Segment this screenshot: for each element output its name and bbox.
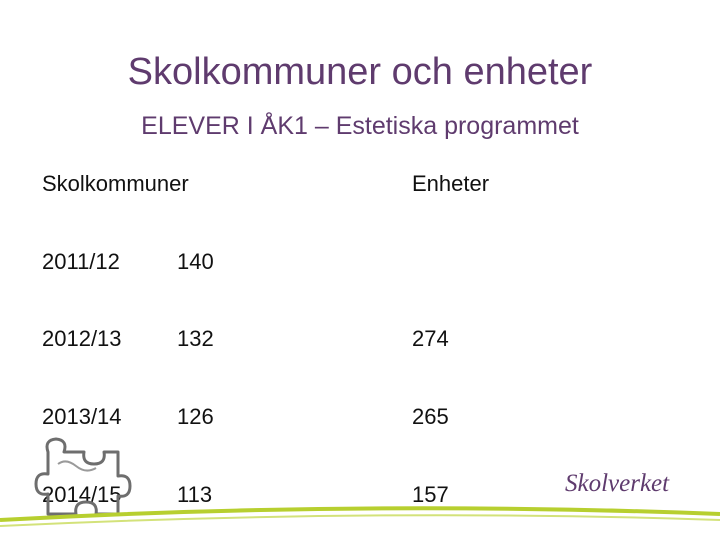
row-enheter: 274 [412, 326, 449, 351]
row-year: 2012/13 [42, 326, 122, 351]
row-enheter: 265 [412, 404, 449, 429]
row-enheter: 157 [412, 482, 449, 507]
header-skolkommuner: Skolkommuner [42, 171, 189, 196]
slide-subtitle: ELEVER I ÅK1 – Estetiska programmet [141, 112, 579, 140]
puzzle-piece-icon [34, 437, 132, 516]
row-year: 2013/14 [42, 404, 122, 429]
row-skolkommuner: 132 [177, 326, 214, 351]
row-skolkommuner: 113 [177, 482, 213, 507]
row-skolkommuner: 126 [177, 404, 214, 429]
row-year: 2011/12 [42, 249, 120, 274]
row-skolkommuner: 140 [177, 249, 214, 274]
green-swoosh-decoration [0, 506, 720, 527]
skolverket-logo: Skolverket [565, 470, 670, 497]
header-enheter: Enheter [412, 171, 490, 196]
slide-title: Skolkommuner och enheter [127, 51, 593, 93]
